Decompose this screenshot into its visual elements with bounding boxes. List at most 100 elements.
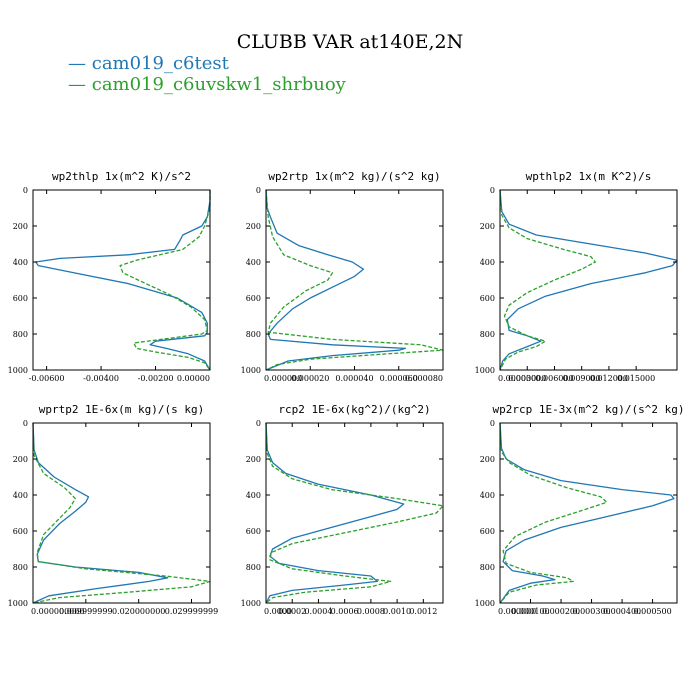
y-tick-label: 800: [480, 330, 495, 339]
series-line-1: [32, 422, 169, 604]
x-tick-label: -0.00600: [29, 374, 65, 383]
x-tick-label: 0.0010: [383, 607, 411, 616]
y-tick-label: 1000: [241, 366, 261, 375]
legend-label-2: cam019_c6uvskw1_shrbuoy: [92, 74, 347, 95]
series-line-1: [265, 422, 405, 604]
y-tick-label: 800: [246, 330, 261, 339]
panel-title: wp2rcp 1E-3x(m^2 kg)/(s^2 kg): [492, 403, 684, 416]
x-tick-label: 0.000200: [542, 607, 580, 616]
y-tick-label: 0: [256, 419, 261, 428]
legend-dash-1: —: [68, 53, 92, 74]
y-tick-label: 800: [246, 563, 261, 572]
series-line-2: [32, 422, 211, 604]
y-tick-label: 600: [13, 294, 28, 303]
plot-frame: [499, 189, 678, 371]
x-tick-label: 0.000000: [498, 374, 536, 383]
panel-title: wprtp2 1E-6x(m kg)/(s kg): [39, 403, 205, 416]
series-line-1: [499, 422, 675, 604]
y-tick-label: 1000: [8, 599, 28, 608]
panel-3: wpthlp2 1x(m K^2)/s020040060080010000.00…: [475, 170, 678, 383]
x-tick-label: 0.003000: [508, 374, 546, 383]
y-tick-label: 600: [13, 527, 28, 536]
plot-frame: [499, 422, 678, 604]
y-tick-label: 600: [480, 527, 495, 536]
legend-entry-2: — cam019_c6uvskw1_shrbuoy: [68, 74, 347, 95]
x-tick-label: 0.000300: [572, 607, 610, 616]
panel-title: wpthlp2 1x(m K^2)/s: [526, 170, 652, 183]
x-tick-label: 0.000000: [264, 374, 302, 383]
legend: — cam019_c6test — cam019_c6uvskw1_shrbuo…: [68, 53, 347, 95]
x-tick-label: 0.000000000: [31, 607, 84, 616]
x-tick-label: 0.012000: [590, 374, 628, 383]
y-tick-label: 1000: [241, 599, 261, 608]
panels: wp2thlp 1x(m^2 K)/s^202004006008001000-0…: [8, 170, 685, 616]
x-tick-label: 0.0000: [264, 607, 292, 616]
x-tick-label: 0.020000000: [112, 607, 165, 616]
series-line-2: [265, 422, 444, 604]
panel-title: wp2thlp 1x(m^2 K)/s^2: [52, 170, 191, 183]
panel-title: wp2rtp 1x(m^2 kg)/(s^2 kg): [268, 170, 440, 183]
series-line-2: [265, 189, 444, 371]
y-tick-label: 0: [256, 186, 261, 195]
y-tick-label: 800: [13, 330, 28, 339]
plot-frame: [265, 422, 444, 604]
x-tick-label: 0.000100: [511, 607, 549, 616]
y-tick-label: 0: [23, 419, 28, 428]
y-tick-label: 200: [480, 222, 495, 231]
y-tick-label: 200: [246, 455, 261, 464]
x-tick-label: 0.0002: [278, 607, 306, 616]
x-tick-label: 0.000060: [380, 374, 418, 383]
x-tick-label: 0.029999999: [165, 607, 218, 616]
y-tick-label: 400: [13, 258, 28, 267]
plot-frame: [32, 189, 211, 371]
x-tick-label: 0.000500: [634, 607, 672, 616]
panel-1: wp2thlp 1x(m^2 K)/s^202004006008001000-0…: [8, 170, 211, 383]
y-tick-label: 400: [246, 258, 261, 267]
y-tick-label: 800: [480, 563, 495, 572]
y-tick-label: 400: [13, 491, 28, 500]
panel-6: wp2rcp 1E-3x(m^2 kg)/(s^2 kg) 0 200 400 600 8…: [475, 403, 685, 616]
y-tick-label: 400: [246, 491, 261, 500]
plot-frame: [32, 422, 211, 604]
panel-4: wprtp2 1E-6x(m kg)/(s kg) 0 200 400 600 800 10…: [8, 403, 219, 616]
panel-2: wp2rtp 1x(m^2 kg)/(s^2 kg) 0 200 400 600 800 1…: [241, 170, 444, 383]
plot-frame: [265, 189, 444, 371]
legend-label-1: cam019_c6test: [92, 53, 230, 74]
x-tick-label: 0.0012: [409, 607, 437, 616]
x-tick-label: 0.0008: [357, 607, 385, 616]
x-tick-label: 0.000080: [405, 374, 443, 383]
series-line-2: [499, 189, 596, 371]
x-tick-label: 0.015000: [617, 374, 655, 383]
x-tick-label: -0.00200: [138, 374, 174, 383]
y-tick-label: 0: [490, 419, 495, 428]
x-tick-label: 0.000000: [498, 607, 536, 616]
y-tick-label: 1000: [475, 366, 495, 375]
panel-title: rcp2 1E-6x(kg^2)/(kg^2): [278, 403, 430, 416]
x-tick-label: 0.009999999: [59, 607, 112, 616]
y-tick-label: 1000: [8, 366, 28, 375]
x-tick-label: 0.009000: [563, 374, 601, 383]
y-tick-label: 0: [490, 186, 495, 195]
series-line-1: [499, 189, 678, 371]
y-tick-label: 200: [246, 222, 261, 231]
series-line-2: [119, 190, 211, 371]
x-tick-label: -0.00400: [83, 374, 119, 383]
x-tick-label: 0.000400: [603, 607, 641, 616]
y-tick-label: 0: [23, 186, 28, 195]
y-tick-label: 800: [13, 563, 28, 572]
y-tick-label: 600: [480, 294, 495, 303]
y-tick-label: 400: [480, 258, 495, 267]
x-tick-label: 0.00000: [177, 374, 210, 383]
series-line-1: [265, 189, 407, 371]
series-line-2: [499, 422, 608, 604]
x-tick-label: 0.0006: [331, 607, 359, 616]
x-tick-label: 0.000040: [335, 374, 373, 383]
legend-entry-1: — cam019_c6test: [68, 53, 230, 74]
x-tick-label: 0.0004: [304, 607, 332, 616]
figure-title: CLUBB VAR at140E,2N: [237, 31, 463, 53]
y-tick-label: 400: [480, 491, 495, 500]
y-tick-label: 200: [13, 222, 28, 231]
y-tick-label: 600: [246, 527, 261, 536]
series-line-1: [35, 190, 211, 371]
